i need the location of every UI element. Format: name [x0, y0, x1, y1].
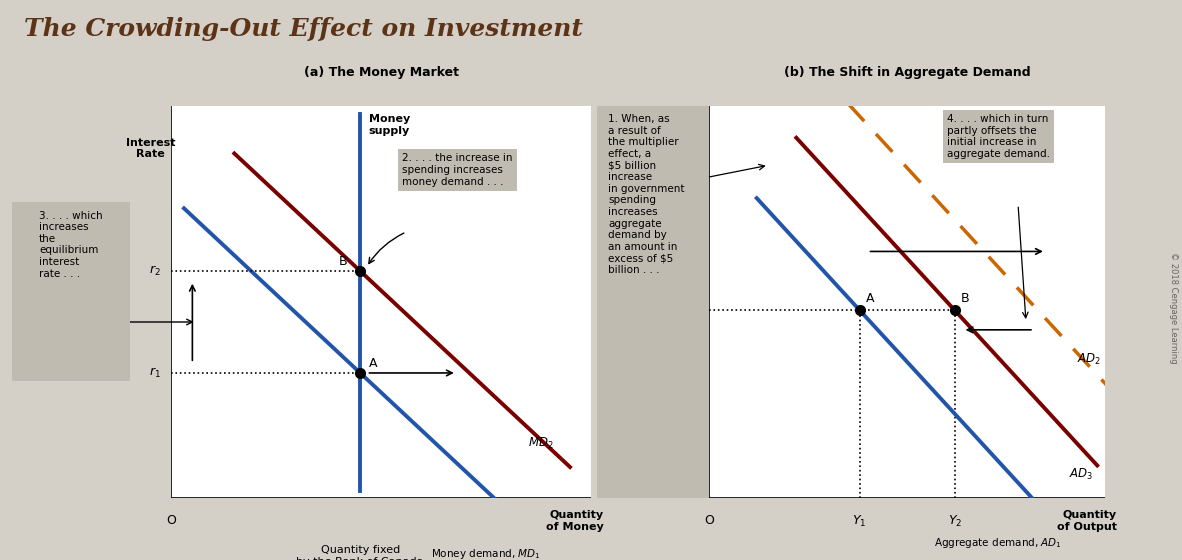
Text: $\mathit{r}_2$: $\mathit{r}_2$	[149, 264, 161, 278]
Text: Quantity
of Money: Quantity of Money	[546, 510, 604, 532]
Text: B: B	[339, 255, 348, 268]
Text: Aggregate demand, $\mathit{AD}_1$: Aggregate demand, $\mathit{AD}_1$	[934, 536, 1061, 550]
Text: $\mathit{Y}_1$: $\mathit{Y}_1$	[852, 514, 866, 529]
Text: 1. When, as
a result of
the multiplier
effect, a
$5 billion
increase
in governme: 1. When, as a result of the multiplier e…	[608, 114, 684, 275]
Text: Money demand, $\mathit{MD}_1$: Money demand, $\mathit{MD}_1$	[430, 548, 540, 560]
Text: Price
Level: Price Level	[673, 126, 706, 148]
Text: Quantity fixed
by the Bank of Canada: Quantity fixed by the Bank of Canada	[297, 545, 424, 560]
Text: 4. . . . which in turn
partly offsets the
initial increase in
aggregate demand.: 4. . . . which in turn partly offsets th…	[947, 114, 1050, 159]
Text: $\bar{P}$: $\bar{P}$	[691, 302, 701, 318]
Text: A: A	[865, 292, 875, 305]
Text: $\mathit{AD}_2$: $\mathit{AD}_2$	[1077, 352, 1102, 367]
Text: $\mathit{r}_1$: $\mathit{r}_1$	[149, 366, 161, 380]
Text: Money
supply: Money supply	[369, 114, 410, 136]
Text: 2. . . . the increase in
spending increases
money demand . . .: 2. . . . the increase in spending increa…	[402, 153, 513, 186]
Text: Quantity
of Output: Quantity of Output	[1057, 510, 1117, 532]
Text: The Crowding-Out Effect on Investment: The Crowding-Out Effect on Investment	[24, 17, 583, 41]
Text: 3. . . . which
increases
the
equilibrium
interest
rate . . .: 3. . . . which increases the equilibrium…	[39, 211, 103, 278]
Text: $\mathit{MD}_2$: $\mathit{MD}_2$	[528, 436, 553, 451]
Text: (a) The Money Market: (a) The Money Market	[304, 66, 459, 79]
Text: O: O	[167, 514, 176, 527]
Text: B: B	[961, 292, 969, 305]
Text: (b) The Shift in Aggregate Demand: (b) The Shift in Aggregate Demand	[784, 66, 1031, 79]
Text: $\mathit{AD}_3$: $\mathit{AD}_3$	[1069, 467, 1093, 482]
Text: O: O	[704, 514, 714, 527]
Text: © 2018 Cengage Learning: © 2018 Cengage Learning	[1169, 252, 1178, 364]
Text: $\mathit{Y}_2$: $\mathit{Y}_2$	[948, 514, 962, 529]
Text: A: A	[369, 357, 377, 370]
Text: Interest
Rate: Interest Rate	[125, 138, 175, 160]
